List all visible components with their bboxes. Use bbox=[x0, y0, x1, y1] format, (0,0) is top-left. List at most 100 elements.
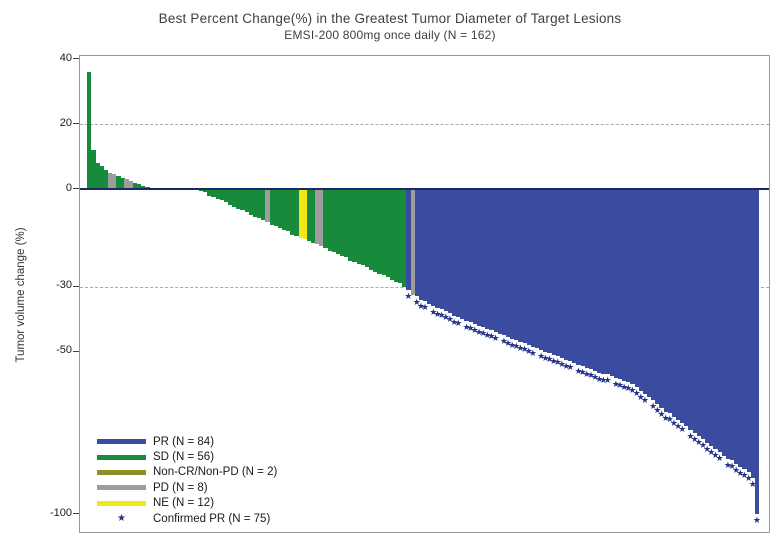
bar-pr bbox=[584, 189, 590, 368]
bar-pr bbox=[738, 189, 743, 467]
bar-sd bbox=[207, 189, 212, 196]
bar-pr bbox=[721, 189, 727, 456]
bar-pr bbox=[472, 189, 478, 324]
bar-sd bbox=[398, 189, 403, 284]
y-tick-label: -50 bbox=[56, 344, 72, 356]
bar-sd bbox=[257, 189, 262, 219]
legend: PR (N = 84) SD (N = 56) Non-CR/Non-PD (N =… bbox=[97, 434, 277, 526]
bar-pr bbox=[705, 189, 710, 443]
confirmed-pr-star-marker: ★ bbox=[669, 417, 678, 428]
confirmed-pr-star-marker: ★ bbox=[694, 437, 703, 447]
confirmed-pr-star-marker: ★ bbox=[553, 357, 562, 368]
bar-sd bbox=[373, 189, 378, 272]
confirmed-pr-star-marker: ★ bbox=[657, 409, 666, 420]
bar-sd bbox=[352, 189, 357, 263]
confirmed-pr-star-marker: ★ bbox=[499, 336, 508, 347]
confirmed-pr-star-marker: ★ bbox=[512, 341, 521, 352]
confirmed-pr-star-marker: ★ bbox=[566, 362, 575, 373]
confirmed-pr-star-marker: ★ bbox=[611, 378, 620, 389]
y-tick-label: 0 bbox=[65, 181, 72, 194]
legend-row-ncr: Non-CR/Non-PD (N = 2) bbox=[97, 465, 277, 480]
bar-pr bbox=[734, 189, 739, 464]
bar-pr bbox=[746, 189, 752, 472]
bar-pr bbox=[642, 189, 648, 394]
confirmed-pr-star-marker: ★ bbox=[690, 433, 699, 444]
bar-pr bbox=[518, 189, 523, 342]
bar-sd bbox=[219, 189, 225, 201]
legend-swatch-pr bbox=[97, 439, 146, 445]
plot-area: ★ ★ ★ ★ ★ ★ ★ ★ ★ ★ ★ ★ ★ ★ ★ ★ ★ ★ ★ ★ ★ ★ ★ ★ ★ ★ ★ ★ ★ ★ ★ ★ ★ ★ ★ ★ ★ ★ ★ ★… bbox=[79, 55, 770, 533]
chart-title: Best Percent Change(%) in the Greatest T… bbox=[158, 11, 622, 26]
bar-pr bbox=[435, 189, 440, 308]
bar-sd bbox=[281, 189, 287, 230]
bar-pr bbox=[547, 189, 552, 354]
bar-pr bbox=[717, 189, 722, 453]
bar-pr bbox=[456, 189, 461, 318]
confirmed-pr-star-marker: ★ bbox=[748, 479, 757, 490]
bar-sd bbox=[311, 189, 316, 243]
reference-gridline bbox=[80, 124, 769, 125]
legend-label-pd: PD (N = 8) bbox=[153, 481, 208, 494]
bar-pr bbox=[530, 189, 536, 347]
bar-pr bbox=[671, 189, 677, 417]
bar-pr bbox=[659, 189, 664, 409]
bar-pr bbox=[696, 189, 702, 436]
bar-pr bbox=[709, 189, 714, 446]
bar-pr bbox=[626, 189, 631, 383]
y-tick-mark bbox=[73, 285, 79, 287]
bar-sd bbox=[252, 189, 258, 217]
bar-sd bbox=[402, 189, 407, 287]
legend-label-ne: NE (N = 12) bbox=[153, 497, 215, 510]
bar-sd bbox=[340, 189, 345, 256]
bar-pr bbox=[576, 189, 581, 365]
bar-pr bbox=[505, 189, 511, 337]
bar-sd bbox=[277, 189, 283, 228]
bar-pr bbox=[700, 189, 706, 440]
bar-pd bbox=[319, 189, 324, 246]
confirmed-pr-star-marker: ★ bbox=[516, 342, 525, 353]
bar-pr bbox=[431, 189, 436, 306]
bar-sd bbox=[244, 189, 250, 212]
confirmed-pr-star-marker: ★ bbox=[624, 383, 633, 394]
bar-sd bbox=[120, 177, 125, 189]
bar-sd bbox=[91, 150, 96, 189]
bar-sd bbox=[306, 189, 312, 241]
bar-pr bbox=[501, 189, 507, 336]
bar-pr bbox=[680, 189, 685, 423]
confirmed-pr-star-marker: ★ bbox=[653, 404, 662, 415]
bar-pr bbox=[605, 189, 610, 375]
confirmed-pr-star-marker: ★ bbox=[603, 375, 612, 386]
y-tick-label: 40 bbox=[59, 51, 72, 64]
bar-sd bbox=[248, 189, 254, 215]
legend-label-ncr: Non-CR/Non-PD (N = 2) bbox=[153, 466, 278, 479]
legend-swatch-ne bbox=[97, 500, 146, 506]
legend-label-sd: SD (N = 56) bbox=[153, 451, 215, 464]
bar-sd bbox=[385, 189, 391, 277]
bar-sd bbox=[364, 189, 370, 267]
bar-pr bbox=[638, 189, 644, 391]
bar-sd bbox=[236, 189, 241, 209]
bar-sd bbox=[360, 189, 366, 266]
bar-pr bbox=[651, 189, 656, 401]
bar-pr bbox=[593, 189, 598, 371]
confirmed-pr-star-marker: ★ bbox=[752, 515, 761, 525]
confirmed-pr-star-marker: ★ bbox=[474, 326, 484, 337]
bar-pd bbox=[410, 189, 416, 295]
bar-pr bbox=[634, 189, 640, 388]
bar-pr bbox=[443, 189, 449, 311]
legend-label-star: Confirmed PR (N = 75) bbox=[153, 512, 271, 525]
legend-row-sd: SD (N = 56) bbox=[97, 449, 277, 464]
confirmed-pr-star-marker: ★ bbox=[686, 430, 695, 441]
bar-pr bbox=[460, 189, 465, 319]
bar-pd bbox=[107, 172, 113, 189]
confirmed-pr-star-marker: ★ bbox=[466, 323, 475, 334]
bar-pr bbox=[663, 189, 669, 412]
confirmed-pr-star-marker: ★ bbox=[503, 337, 513, 348]
bar-sd bbox=[223, 189, 229, 202]
bar-sd bbox=[393, 189, 399, 282]
bar-sd bbox=[286, 189, 291, 232]
bar-sd bbox=[331, 189, 337, 253]
confirmed-pr-star-marker: ★ bbox=[744, 472, 753, 483]
bar-pr bbox=[514, 189, 519, 341]
confirmed-pr-star-marker: ★ bbox=[665, 414, 674, 425]
